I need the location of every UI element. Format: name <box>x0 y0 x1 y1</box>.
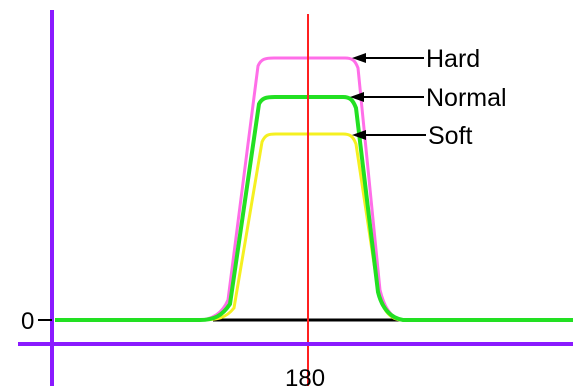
center-value-label: 180 <box>285 365 325 386</box>
hard-pointer <box>352 53 424 63</box>
normal-curve <box>55 95 573 322</box>
soft-curve <box>55 132 573 322</box>
soft-pointer <box>352 130 426 140</box>
zero-label: 0 <box>21 308 34 335</box>
normal-pointer <box>350 92 424 102</box>
hard-label: Hard <box>426 45 480 73</box>
normal-label: Normal <box>426 84 507 112</box>
hard-curve <box>55 56 573 322</box>
soft-label: Soft <box>428 122 473 150</box>
